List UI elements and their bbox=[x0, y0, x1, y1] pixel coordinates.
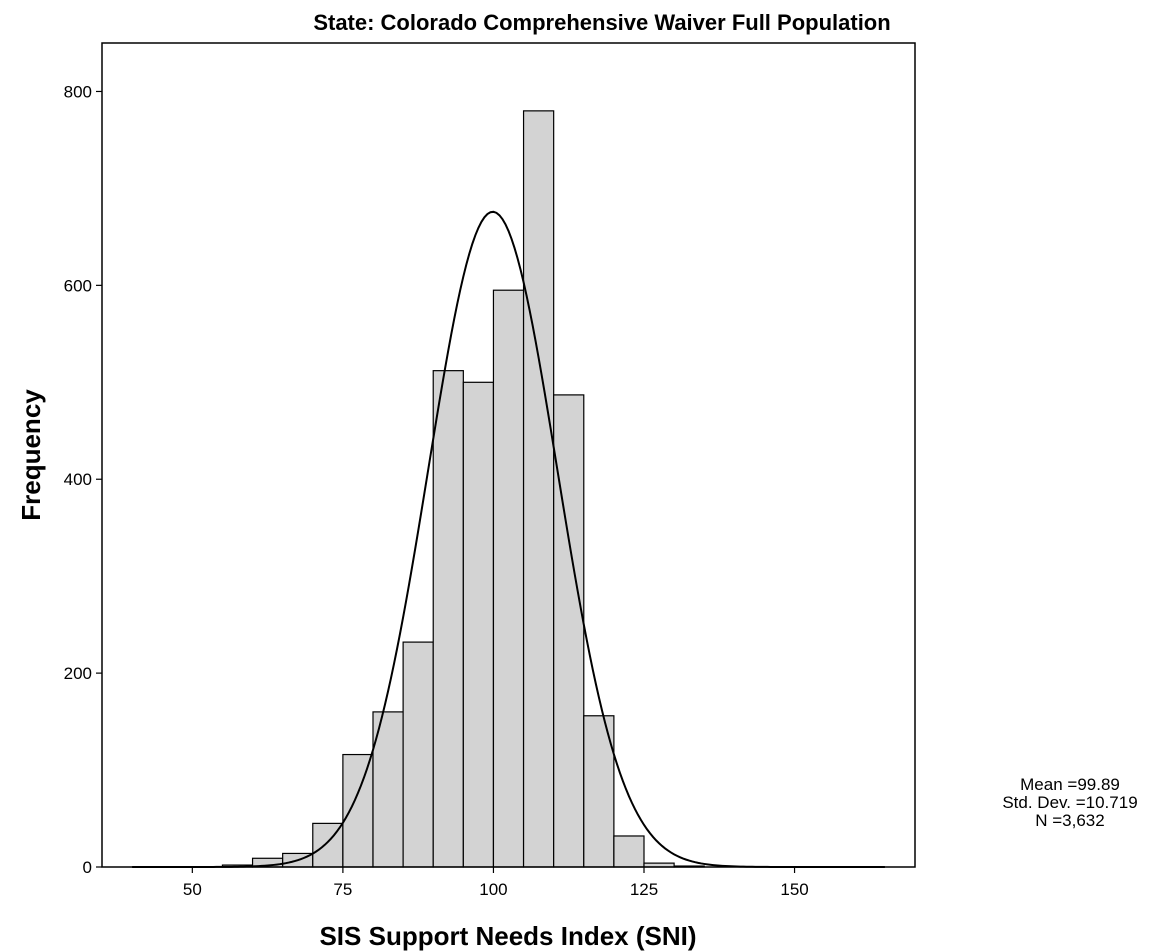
plot-frame bbox=[101, 42, 916, 868]
histogram-bar bbox=[342, 753, 374, 868]
histogram-bar bbox=[372, 711, 404, 868]
y-axis-title: Frequency bbox=[16, 389, 46, 521]
histogram-bar bbox=[432, 370, 464, 868]
stat-mean: Mean =99.89 bbox=[1020, 775, 1120, 794]
histogram-bar bbox=[462, 381, 495, 868]
stat-std-dev: Std. Dev. =10.719 bbox=[1002, 793, 1137, 812]
x-tick-label: 100 bbox=[479, 880, 507, 899]
x-tick-label: 75 bbox=[333, 880, 352, 899]
statistics-box: Mean =99.89 Std. Dev. =10.719 N =3,632 bbox=[1002, 775, 1137, 830]
y-tick-label: 800 bbox=[64, 82, 92, 101]
y-tick-label: 0 bbox=[83, 858, 92, 877]
x-tick-label: 150 bbox=[780, 880, 808, 899]
y-tick-label: 400 bbox=[64, 470, 92, 489]
histogram-bar bbox=[402, 641, 434, 868]
y-tick-label: 600 bbox=[64, 276, 92, 295]
y-axis: 0 200 400 600 800 bbox=[64, 82, 102, 877]
x-axis: 50 75 100 125 150 bbox=[183, 867, 809, 899]
histogram-bar bbox=[522, 110, 555, 868]
x-axis-title: SIS Support Needs Index (SNI) bbox=[319, 921, 696, 951]
x-tick-label: 125 bbox=[630, 880, 658, 899]
histogram-bar bbox=[553, 394, 585, 868]
chart-title: State: Colorado Comprehensive Waiver Ful… bbox=[313, 10, 890, 35]
bars-layer bbox=[221, 110, 705, 868]
histogram-bar bbox=[492, 289, 525, 868]
histogram-bar bbox=[583, 715, 615, 868]
histogram-bar bbox=[613, 835, 645, 868]
stat-n: N =3,632 bbox=[1035, 811, 1104, 830]
x-tick-label: 50 bbox=[183, 880, 202, 899]
y-tick-label: 200 bbox=[64, 664, 92, 683]
